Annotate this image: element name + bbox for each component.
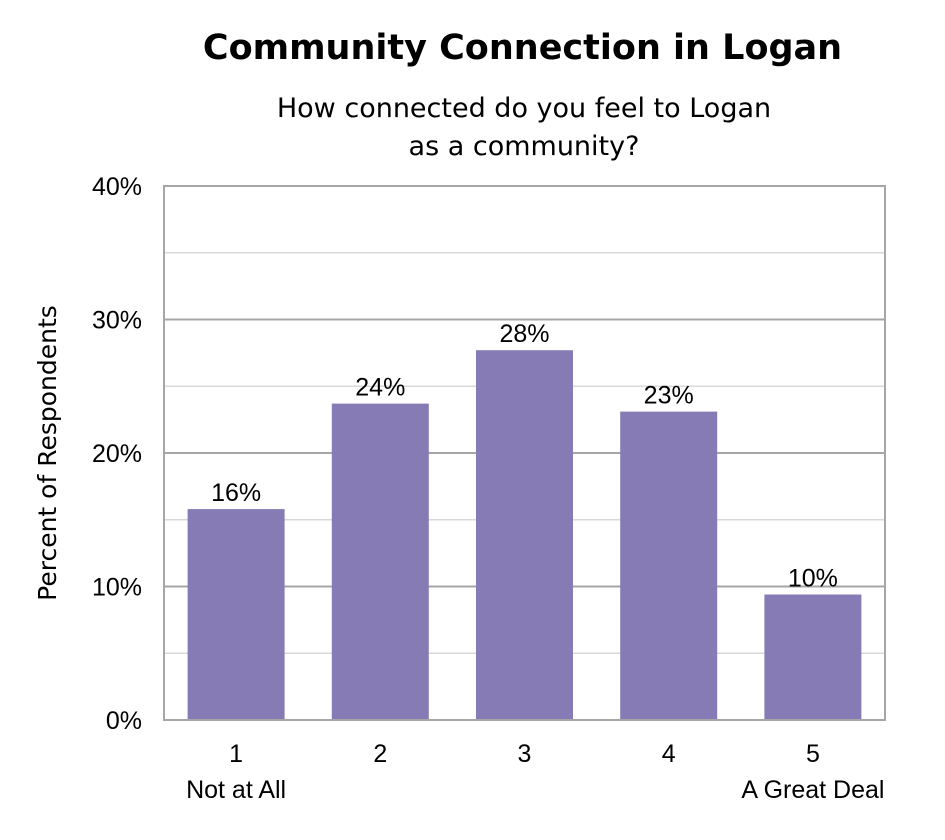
x-tick-label-5: 5 xyxy=(806,740,820,768)
bar-2 xyxy=(331,403,429,720)
bar-3 xyxy=(476,350,573,720)
y-axis-title: Percent of Respondents xyxy=(33,305,62,601)
plot-frame xyxy=(163,185,886,721)
chart-title: Community Connection in Logan xyxy=(202,28,843,68)
data-label-1: 16% xyxy=(211,479,261,507)
y-tick-label: 40% xyxy=(92,173,142,201)
x-tick-label-4: 4 xyxy=(662,740,676,768)
bar-1 xyxy=(187,509,285,720)
x-tick-label-3: 3 xyxy=(518,740,532,768)
y-tick-label: 10% xyxy=(92,574,142,602)
data-label-5: 10% xyxy=(788,565,838,593)
bar-5 xyxy=(764,594,862,720)
x-tick-sublabel-5: A Great Deal xyxy=(741,776,884,804)
chart-subtitle-line-1: How connected do you feel to Logan xyxy=(276,93,772,124)
x-tick-sublabel-1: Not at All xyxy=(186,776,286,804)
y-tick-label: 0% xyxy=(106,707,142,735)
bar-4 xyxy=(620,411,718,720)
data-label-4: 23% xyxy=(644,382,694,410)
data-label-3: 28% xyxy=(499,320,549,348)
chart-subtitle-line-2: as a community? xyxy=(408,131,640,162)
x-tick-label-2: 2 xyxy=(373,740,387,768)
data-label-2: 24% xyxy=(355,374,405,402)
y-tick-label: 20% xyxy=(92,440,142,468)
x-tick-label-1: 1 xyxy=(229,740,243,768)
y-tick-label: 30% xyxy=(92,307,142,335)
chart-subtitle: How connected do you feel to Logan as a … xyxy=(0,90,945,166)
